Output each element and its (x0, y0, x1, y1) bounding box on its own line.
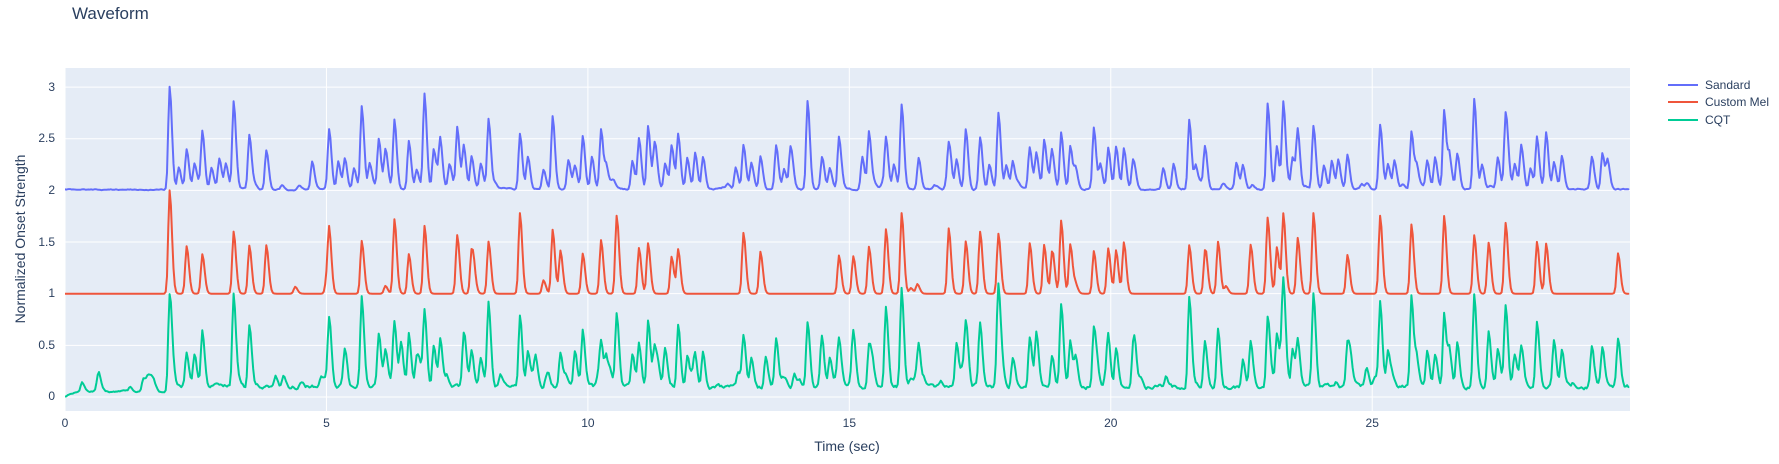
x-tick-label: 15 (842, 416, 856, 430)
legend: Sandard Custom Mel CQT (1668, 76, 1769, 129)
legend-line-sample (1668, 118, 1698, 121)
legend-item-sandard[interactable]: Sandard (1668, 76, 1769, 94)
legend-line-sample (1668, 101, 1698, 104)
legend-item-custom-mel[interactable]: Custom Mel (1668, 94, 1769, 112)
y-tick-label: 0.5 (38, 337, 55, 352)
y-tick-label: 2 (48, 182, 55, 197)
series-line-sandard (65, 85, 1630, 192)
y-tick-label: 0 (48, 389, 55, 404)
y-tick-label: 1 (48, 286, 55, 301)
y-tick-label: 1.5 (38, 234, 55, 249)
x-tick-label: 10 (581, 416, 595, 430)
series-line-cqt (65, 276, 1630, 398)
legend-item-label: Custom Mel (1705, 95, 1770, 110)
x-tick-label: 20 (1104, 416, 1118, 430)
chart-title: Waveform (72, 4, 149, 23)
x-tick-label: 25 (1365, 416, 1379, 430)
legend-line-sample (1668, 83, 1698, 86)
legend-item-cqt[interactable]: CQT (1668, 111, 1769, 129)
series-line-custom-mel (65, 189, 1630, 295)
legend-item-label: CQT (1705, 112, 1731, 127)
chart-canvas (65, 68, 1630, 411)
legend-item-label: Sandard (1705, 77, 1751, 92)
y-tick-label: 2.5 (38, 131, 55, 146)
plot-area[interactable] (65, 68, 1630, 411)
y-tick-label: 3 (48, 79, 55, 94)
x-axis-title: Time (sec) (814, 438, 880, 454)
x-tick-label: 0 (61, 416, 69, 430)
x-tick-label: 5 (323, 416, 330, 430)
